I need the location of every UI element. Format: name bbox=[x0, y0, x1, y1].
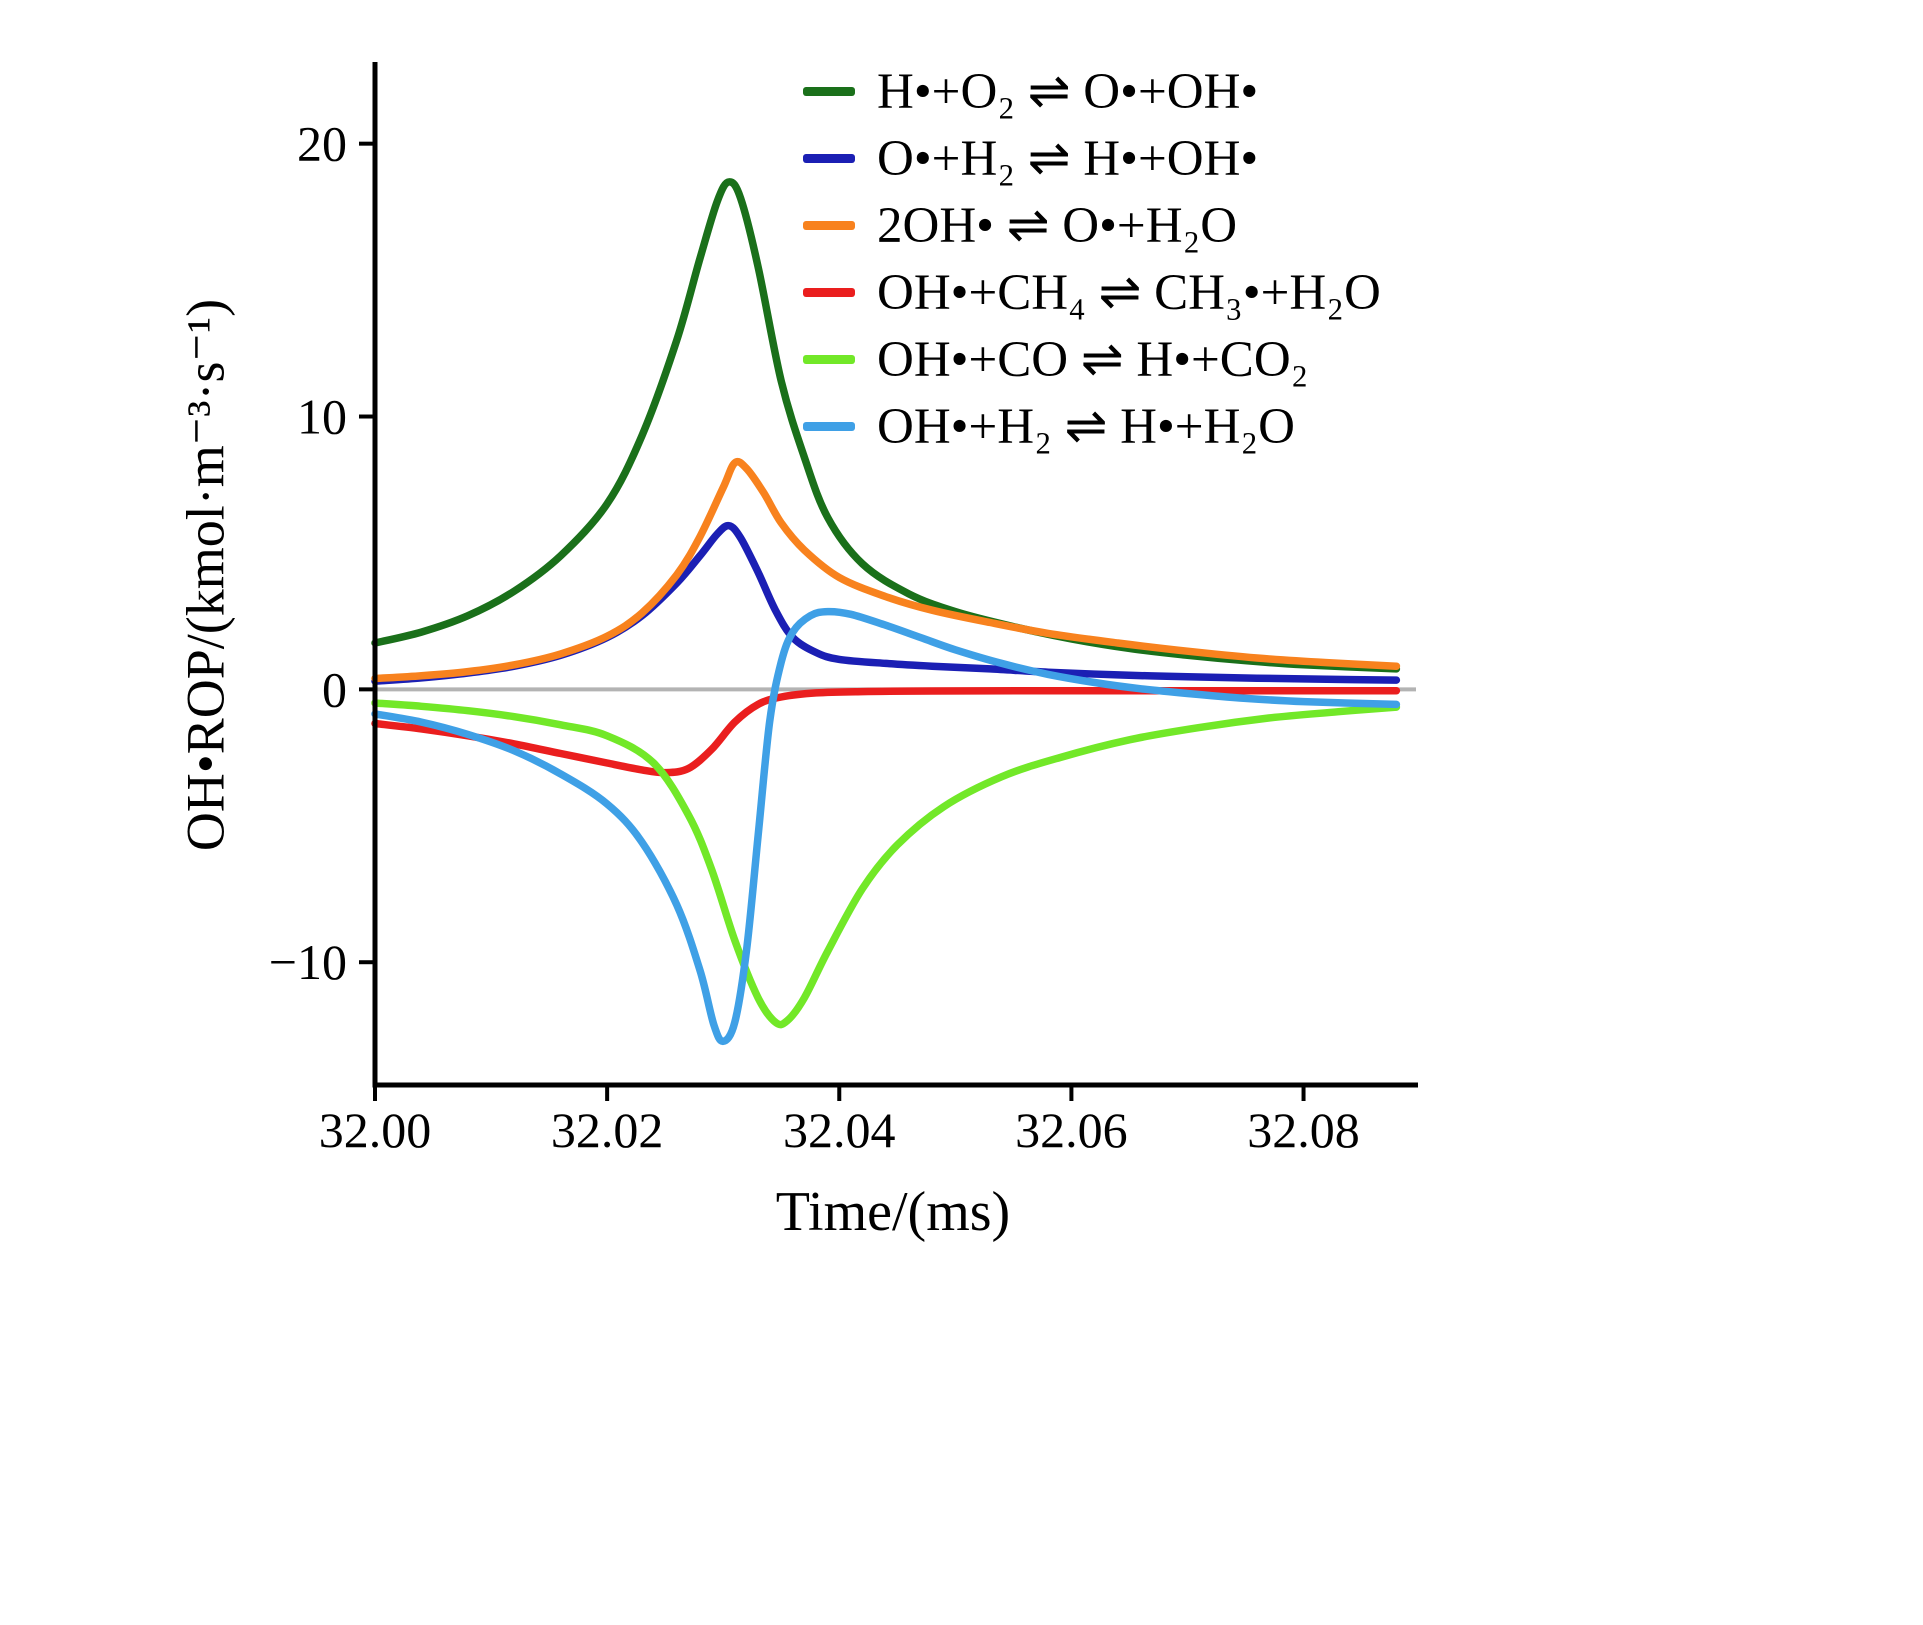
legend-label: 2OH• ⇌ O•+H₂O bbox=[877, 197, 1238, 254]
x-tick-label: 32.00 bbox=[319, 1102, 432, 1158]
legend-item: OH•+H₂ ⇌ H•+H₂O bbox=[803, 398, 1381, 455]
x-tick-label: 32.02 bbox=[551, 1102, 664, 1158]
legend-item: OH•+CO ⇌ H•+CO₂ bbox=[803, 331, 1381, 388]
y-axis-label: OH•ROP/(kmol·m⁻³·s⁻¹) bbox=[175, 298, 236, 852]
legend-label: OH•+CO ⇌ H•+CO₂ bbox=[877, 331, 1309, 388]
legend-label: H•+O₂ ⇌ O•+OH• bbox=[877, 63, 1259, 120]
legend: H•+O₂ ⇌ O•+OH• O•+H₂ ⇌ H•+OH• 2OH• ⇌ O•+H₂… bbox=[803, 63, 1381, 455]
x-tick-label: 32.06 bbox=[1015, 1102, 1128, 1158]
y-tick-label: 10 bbox=[297, 389, 347, 445]
legend-label: OH•+CH₄ ⇌ CH₃•+H₂O bbox=[877, 264, 1381, 321]
x-axis-label: Time/(ms) bbox=[775, 1181, 1011, 1243]
legend-item: H•+O₂ ⇌ O•+OH• bbox=[803, 63, 1381, 120]
legend-swatch bbox=[803, 421, 855, 431]
legend-swatch bbox=[803, 287, 855, 297]
y-tick-label: 20 bbox=[297, 116, 347, 172]
legend-item: 2OH• ⇌ O•+H₂O bbox=[803, 197, 1381, 254]
legend-item: O•+H₂ ⇌ H•+OH• bbox=[803, 130, 1381, 187]
x-tick-label: 32.08 bbox=[1247, 1102, 1360, 1158]
legend-swatch bbox=[803, 153, 855, 163]
legend-item: OH•+CH₄ ⇌ CH₃•+H₂O bbox=[803, 264, 1381, 321]
legend-label: O•+H₂ ⇌ H•+OH• bbox=[877, 130, 1259, 187]
series-line-3 bbox=[371, 686, 1401, 777]
legend-swatch bbox=[803, 220, 855, 230]
legend-swatch bbox=[803, 354, 855, 364]
legend-swatch bbox=[803, 86, 855, 96]
y-tick-label: −10 bbox=[269, 934, 347, 990]
series-line-5 bbox=[371, 607, 1401, 1046]
series-line-4 bbox=[371, 699, 1401, 1029]
y-tick-label: 0 bbox=[322, 661, 347, 717]
series-line-2 bbox=[371, 458, 1401, 683]
legend-label: OH•+H₂ ⇌ H•+H₂O bbox=[877, 398, 1296, 455]
series-line-0 bbox=[371, 178, 1401, 673]
x-tick-label: 32.04 bbox=[783, 1102, 896, 1158]
